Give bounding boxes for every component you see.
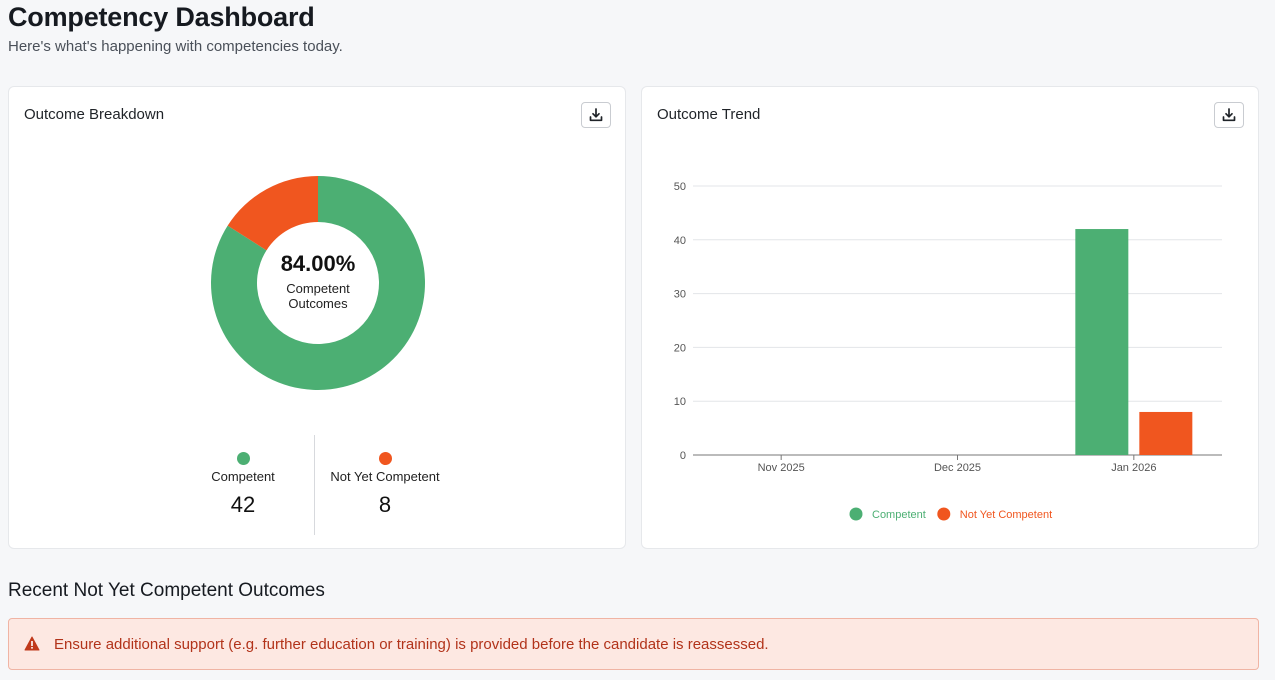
outcome-trend-bar-chart: 0 10 20 30 40 50 Nov 2025 Dec 2025 Jan 2026 Compe… [674, 181, 1222, 521]
donut-chart: 84.00% Competent Outcomes [210, 175, 426, 391]
warning-icon [24, 636, 40, 652]
bar-competent[interactable] [1075, 229, 1129, 455]
legend-label[interactable]: Competent [872, 509, 926, 521]
not-yet-competent-legend-dot [378, 452, 392, 465]
donut-slice-competent [210, 176, 425, 390]
stat-not-yet-competent-label: Not Yet Competent [330, 469, 440, 484]
support-alert-text: Ensure additional support (e.g. further … [54, 635, 769, 653]
page-subtitle: Here's what's happening with competencie… [8, 38, 343, 55]
download-icon [589, 108, 603, 122]
stat-competent: Competent 42 [173, 452, 313, 518]
support-alert: Ensure additional support (e.g. further … [8, 618, 1259, 670]
x-tick-label: Dec 2025 [934, 462, 981, 474]
y-tick-label: 10 [674, 396, 686, 408]
stat-not-yet-competent: Not Yet Competent 8 [315, 452, 455, 518]
donut-slice-not-yet-competent [227, 176, 318, 251]
stat-not-yet-competent-value: 8 [378, 492, 392, 517]
outcome-trend-download-button[interactable] [1214, 102, 1244, 128]
stat-competent-value: 42 [230, 492, 256, 517]
outcome-breakdown-card: Outcome Breakdown 84.00% Competent Outco… [8, 86, 626, 549]
legend-dot [937, 507, 951, 521]
stat-competent-label: Competent [211, 469, 275, 484]
donut-center-value: 84.00% [280, 251, 356, 276]
outcome-breakdown-download-button[interactable] [581, 102, 611, 128]
stat-divider [314, 435, 315, 535]
donut-center-caption: Competent Outcomes [286, 281, 350, 311]
bar-not-yet-competent[interactable] [1139, 411, 1193, 455]
competent-legend-dot [236, 452, 250, 465]
outcome-trend-card: Outcome Trend 0 10 20 30 40 50 Nov 2025 Dec 202… [641, 86, 1259, 549]
x-tick-label: Jan 2026 [1111, 462, 1156, 474]
y-tick-label: 30 [674, 289, 686, 301]
download-icon [1222, 108, 1236, 122]
y-tick-label: 40 [674, 235, 686, 247]
y-tick-label: 50 [674, 181, 686, 193]
outcome-trend-title: Outcome Trend [657, 106, 761, 123]
recent-section-title: Recent Not Yet Competent Outcomes [8, 580, 325, 601]
y-tick-label: 20 [674, 342, 686, 354]
outcome-breakdown-title: Outcome Breakdown [24, 106, 165, 123]
page-title: Competency Dashboard [8, 2, 315, 32]
y-tick-label: 0 [680, 450, 686, 462]
legend-label[interactable]: Not Yet Competent [960, 509, 1052, 521]
x-tick-label: Nov 2025 [758, 462, 805, 474]
legend-dot [849, 507, 863, 521]
